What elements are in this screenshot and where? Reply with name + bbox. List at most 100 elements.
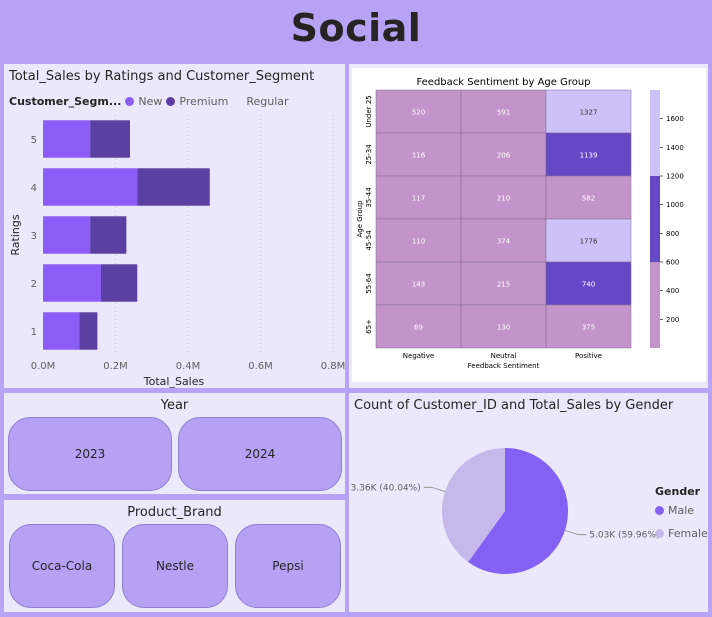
pie-leader-line bbox=[423, 486, 446, 492]
male-label: Male bbox=[668, 504, 695, 517]
colorbar-tick-label: 1400 bbox=[666, 144, 684, 152]
pie-chart: 5.03K (59.96%) 3.36K (40.04%) bbox=[351, 448, 659, 574]
brand-option-nestle[interactable]: Nestle bbox=[122, 524, 228, 608]
x-tick-label: 0.6M bbox=[248, 361, 273, 372]
heatmap-cell bbox=[545, 261, 632, 306]
year-slicer-title: Year bbox=[160, 398, 189, 413]
heatmap-cell-value: 117 bbox=[412, 195, 425, 203]
colorbar-segment bbox=[650, 176, 660, 262]
y-tick-label: 4 bbox=[31, 183, 37, 194]
heatmap-cell-value: 1139 bbox=[580, 152, 598, 160]
pie-slice-label: 3.36K (40.04%) bbox=[351, 483, 421, 493]
bar-new-4 bbox=[43, 168, 138, 206]
y-tick-label: 5 bbox=[31, 135, 37, 146]
heatmap-cell-value: 110 bbox=[412, 238, 425, 246]
heatmap-cell-value: 740 bbox=[582, 281, 595, 289]
heatmap-cell bbox=[545, 175, 632, 220]
bar-chart-legend: Customer_Segm... New Premium Regular bbox=[9, 95, 289, 108]
y-tick-label: 1 bbox=[31, 327, 37, 338]
heatmap-cell-value: 591 bbox=[497, 109, 510, 117]
heatmap-cell bbox=[460, 304, 547, 349]
bar-new-3 bbox=[43, 216, 91, 254]
bar-premium-4 bbox=[137, 168, 210, 206]
heatmap-cell bbox=[375, 132, 462, 177]
heatmap-row-label: 35-44 bbox=[365, 187, 373, 208]
heatmap-cell-value: 582 bbox=[582, 195, 595, 203]
pie-leader-line bbox=[564, 530, 587, 536]
pie-slice-label: 5.03K (59.96%) bbox=[589, 531, 659, 541]
legend-new-label[interactable]: New bbox=[138, 95, 163, 108]
heatmap-cell-value: 375 bbox=[582, 324, 595, 332]
brand-option-pepsi[interactable]: Pepsi bbox=[235, 524, 341, 608]
brand-slicer-title: Product_Brand bbox=[127, 505, 222, 520]
colorbar-segment bbox=[650, 262, 660, 348]
heatmap-cell bbox=[375, 89, 462, 134]
brand-slicer-panel: Product_Brand Coca-Cola Nestle Pepsi bbox=[4, 500, 345, 612]
legend-premium-dot bbox=[166, 97, 176, 106]
heatmap-cell bbox=[460, 261, 547, 306]
bar-chart: 0.0M 0.2M 0.4M 0.6M 0.8M Total_Sales Ratings 5 4… bbox=[9, 115, 346, 388]
heatmap-row-label: 25-34 bbox=[365, 144, 373, 165]
y-axis-title: Ratings bbox=[9, 214, 22, 255]
female-dot bbox=[655, 529, 664, 538]
colorbar-tick-label: 600 bbox=[666, 259, 679, 267]
bar-premium-5 bbox=[90, 120, 130, 158]
year-option-2023[interactable]: 2023 bbox=[8, 417, 172, 491]
heatmap-image: Feedback Sentiment by Age Group 520 591 132… bbox=[352, 68, 706, 382]
male-dot bbox=[655, 506, 664, 515]
bar-premium-3 bbox=[90, 216, 127, 254]
heatmap-col-label: Negative bbox=[403, 352, 434, 360]
gender-legend: Gender Male Female bbox=[655, 485, 708, 540]
heatmap-cell-value: 143 bbox=[412, 281, 425, 289]
page-title: Social bbox=[290, 6, 422, 50]
x-tick-label: 0.2M bbox=[103, 361, 128, 372]
legend-premium-label[interactable]: Premium bbox=[179, 95, 229, 108]
heatmap-y-title: Age Group bbox=[356, 200, 364, 238]
y-tick-label: 3 bbox=[31, 231, 37, 242]
heatmap-col-label: Positive bbox=[575, 352, 602, 360]
bar-chart-panel: Total_Sales by Ratings and Customer_Segm… bbox=[4, 64, 345, 388]
heatmap-cell-value: 1327 bbox=[580, 109, 598, 117]
heatmap-title: Feedback Sentiment by Age Group bbox=[416, 77, 590, 88]
legend-item-male[interactable]: Male bbox=[655, 504, 708, 517]
legend-regular-label[interactable]: Regular bbox=[246, 95, 289, 108]
pie-chart-title: Count of Customer_ID and Total_Sales by … bbox=[354, 398, 674, 413]
colorbar-tick-label: 1600 bbox=[666, 115, 684, 123]
colorbar-segment bbox=[650, 90, 660, 176]
bar-new-5 bbox=[43, 120, 91, 158]
heatmap-cell bbox=[460, 218, 547, 263]
year-option-2024[interactable]: 2024 bbox=[178, 417, 342, 491]
heatmap-cell bbox=[460, 132, 547, 177]
x-tick-label: 0.8M bbox=[321, 361, 346, 372]
heatmap-cell bbox=[545, 304, 632, 349]
heatmap-cell bbox=[375, 261, 462, 306]
colorbar-tick-label: 1000 bbox=[666, 201, 684, 209]
brand-option-coca-cola[interactable]: Coca-Cola bbox=[9, 524, 115, 608]
y-tick-label: 2 bbox=[31, 279, 37, 290]
year-slicer-panel: Year 2023 2024 bbox=[4, 393, 345, 494]
heatmap-cell-value: 1776 bbox=[580, 238, 598, 246]
heatmap-cell-value: 210 bbox=[497, 195, 510, 203]
heatmap-cell-value: 116 bbox=[412, 152, 426, 160]
legend-item-female[interactable]: Female bbox=[655, 527, 708, 540]
heatmap-chart: Feedback Sentiment by Age Group 520 591 132… bbox=[356, 77, 684, 370]
pie-slice-male bbox=[468, 448, 568, 574]
colorbar-tick-label: 800 bbox=[666, 230, 679, 238]
colorbar-tick-label: 200 bbox=[666, 316, 679, 324]
heatmap-col-label: Neutral bbox=[491, 352, 517, 360]
heatmap-cell-value: 69 bbox=[414, 324, 423, 332]
heatmap-cell-value: 130 bbox=[497, 324, 510, 332]
pie-chart-panel: Count of Customer_ID and Total_Sales by … bbox=[349, 393, 708, 612]
bar-premium-2 bbox=[101, 264, 138, 302]
legend-title: Customer_Segm... bbox=[9, 95, 122, 108]
colorbar-tick-label: 400 bbox=[666, 287, 679, 295]
bar-chart-title: Total_Sales by Ratings and Customer_Segm… bbox=[9, 69, 315, 84]
heatmap-cell bbox=[545, 218, 632, 263]
heatmap-cell-value: 206 bbox=[497, 152, 511, 160]
heatmap-row-label: 65+ bbox=[365, 319, 373, 334]
heatmap-cell bbox=[375, 218, 462, 263]
heatmap-cell-value: 215 bbox=[497, 281, 510, 289]
heatmap-row-label: Under 25 bbox=[365, 95, 373, 127]
heatmap-cell bbox=[545, 132, 632, 177]
female-label: Female bbox=[668, 527, 708, 540]
